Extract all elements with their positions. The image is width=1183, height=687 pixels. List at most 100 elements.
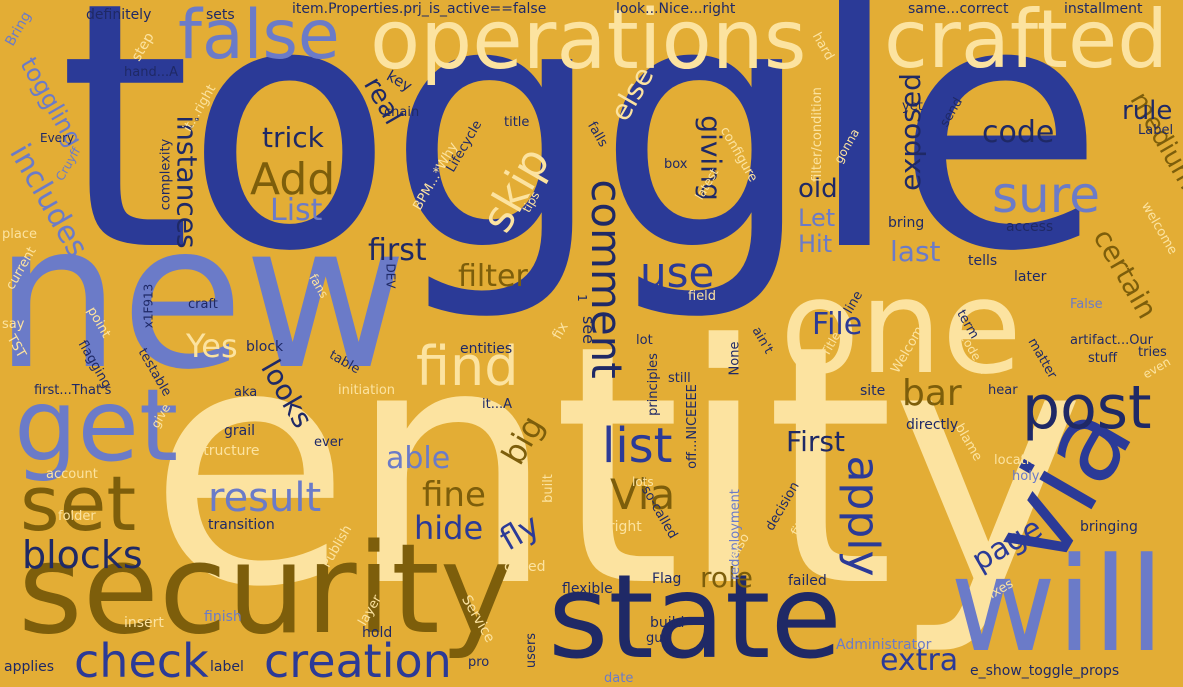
word-x1F913: x1F913 — [141, 283, 156, 329]
word-filter-condition: filter/condition — [809, 87, 825, 182]
word-post: post — [1022, 373, 1152, 443]
word-check: check — [74, 634, 209, 687]
word-fine: fine — [422, 475, 486, 515]
word-it-A: it...A — [482, 397, 512, 412]
word-Add: Add — [250, 154, 336, 205]
word-security: security — [18, 518, 514, 662]
word-bringing: bringing — [1080, 519, 1138, 535]
word-apply: apply — [837, 455, 889, 577]
word-e-show: e_show_toggle_props — [970, 663, 1120, 679]
word-finish: finish — [204, 609, 242, 625]
word-sure: sure — [992, 166, 1100, 224]
word-one-sym: 1 — [574, 294, 589, 302]
word-Via: Via — [610, 470, 676, 519]
word-bar: bar — [902, 373, 962, 414]
word-site: site — [860, 383, 886, 399]
word-applies: applies — [4, 659, 55, 675]
word-look-nice: look...Nice...right — [616, 1, 736, 17]
word-complexity: complexity — [158, 138, 174, 211]
word-new: new — [0, 181, 408, 414]
word-stuff: stuff — [1088, 351, 1118, 366]
word-code: code — [982, 115, 1055, 150]
word-say: say — [2, 317, 25, 332]
word-hold: hold — [362, 625, 393, 641]
word-Bring: Bring — [2, 8, 35, 50]
word-welcome: welcome — [1138, 199, 1181, 258]
word-last: last — [890, 235, 941, 268]
word-state: state — [548, 550, 842, 685]
word-holy: holy — [1012, 469, 1040, 484]
word-yet: yet — [902, 99, 923, 114]
word-operations: operations — [370, 0, 807, 88]
word-principles: principles — [645, 353, 661, 416]
word-place: place — [2, 227, 37, 242]
word-false: false — [178, 0, 340, 75]
word-instances: instances — [170, 115, 204, 249]
word-use: use — [640, 248, 715, 297]
word-lots: lots — [632, 475, 654, 489]
word-block: block — [246, 339, 284, 355]
word-bring: bring — [888, 215, 925, 231]
word-installment: installment — [1064, 1, 1143, 17]
word-tells: tells — [968, 253, 998, 269]
word-craft: craft — [188, 297, 218, 312]
word-toggle: toggle — [58, 0, 1105, 326]
word-folder: folder — [58, 509, 96, 524]
word-date: date — [604, 671, 634, 686]
word-grail: grail — [224, 423, 256, 439]
word-sets: sets — [206, 7, 235, 23]
word-pro: pro — [468, 655, 490, 670]
word-account: account — [46, 467, 98, 482]
word-hide: hide — [414, 509, 484, 547]
word-comment: comment — [581, 179, 631, 379]
word-one: one — [780, 251, 1022, 403]
word-Every: Every — [40, 131, 75, 145]
word-transition: transition — [208, 517, 275, 533]
word-item-prop: item.Properties.prj_is_active==false — [292, 1, 547, 17]
word-First: First — [786, 425, 845, 458]
word-File: File — [812, 307, 863, 342]
word-exposed: exposed — [893, 73, 927, 191]
word-extra: extra — [880, 643, 959, 678]
word-called: called — [504, 559, 546, 575]
word-list: list — [602, 418, 673, 474]
word-Hit: Hit — [798, 230, 833, 258]
word-guy: guy — [646, 631, 671, 646]
word-blocks: blocks — [22, 533, 143, 577]
word-aka: aka — [234, 385, 258, 400]
word-definitely: definitely — [86, 7, 152, 23]
word-same-correct: same...correct — [908, 1, 1009, 17]
word-off-nice: off...NICEEEE — [684, 384, 700, 469]
word-see: see — [579, 315, 599, 345]
word-structure: structure — [196, 443, 260, 459]
word-get: get — [14, 367, 179, 484]
word-hand-A: hand...A — [124, 65, 178, 80]
word-red: red — [920, 435, 942, 450]
word-role: role — [700, 561, 754, 594]
word-entity: entity — [148, 275, 1086, 659]
word-initiation: initiation — [338, 383, 396, 398]
word-users: users — [524, 632, 540, 669]
word-rule: rule — [1122, 96, 1173, 126]
word-artifact-our: artifact...Our — [1070, 333, 1154, 348]
word-location: location — [994, 453, 1046, 468]
word-ever: ever — [314, 435, 344, 450]
word-flexible: flexible — [562, 581, 613, 597]
word-first-thats: first...That's — [34, 383, 112, 398]
word-filter: filter — [458, 259, 528, 294]
word-tries: tries — [1138, 345, 1167, 360]
word-Flag: Flag — [652, 571, 682, 587]
word-bright: bright — [600, 519, 642, 535]
word-lot: lot — [636, 333, 653, 348]
word-built: built — [540, 474, 556, 503]
word-False: False — [1070, 297, 1103, 312]
word-creation: creation — [264, 634, 452, 687]
word-title: title — [504, 115, 530, 130]
word-DEV: DEV — [383, 263, 398, 289]
word-old: old — [798, 174, 838, 204]
word-field: field — [688, 289, 717, 304]
word-build: build — [650, 615, 685, 631]
word-directly: directly — [906, 417, 959, 433]
word-set: set — [20, 459, 137, 548]
